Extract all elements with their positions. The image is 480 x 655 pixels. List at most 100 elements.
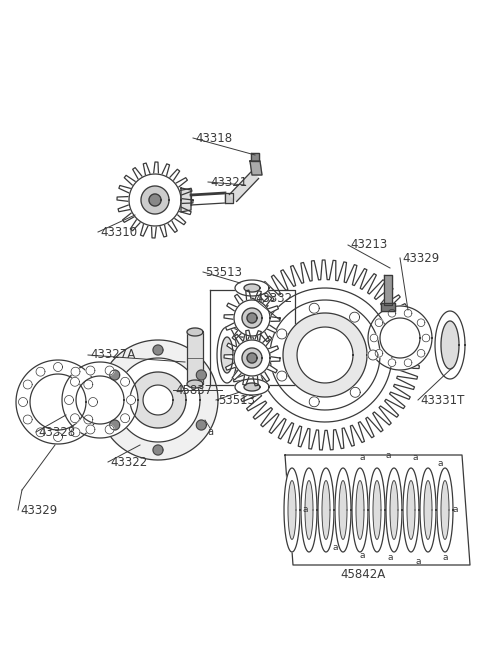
- Text: a: a: [207, 427, 213, 437]
- Polygon shape: [71, 428, 80, 437]
- Text: a: a: [412, 453, 418, 462]
- Polygon shape: [71, 414, 79, 422]
- Polygon shape: [234, 340, 270, 376]
- Polygon shape: [390, 481, 398, 540]
- Text: a: a: [452, 506, 458, 514]
- Polygon shape: [187, 380, 203, 388]
- Polygon shape: [242, 308, 262, 328]
- Polygon shape: [196, 420, 206, 430]
- Polygon shape: [84, 415, 93, 424]
- Polygon shape: [217, 327, 237, 383]
- Polygon shape: [64, 396, 73, 405]
- Polygon shape: [54, 362, 62, 371]
- Polygon shape: [19, 398, 27, 407]
- Text: a: a: [302, 506, 308, 514]
- Polygon shape: [270, 300, 380, 410]
- Text: 45842A: 45842A: [340, 569, 385, 582]
- Polygon shape: [335, 468, 351, 552]
- Polygon shape: [105, 366, 114, 375]
- Text: a: a: [359, 453, 365, 462]
- Polygon shape: [285, 455, 470, 565]
- Polygon shape: [309, 397, 319, 407]
- Text: a: a: [332, 544, 338, 553]
- Polygon shape: [258, 288, 392, 422]
- Polygon shape: [181, 188, 191, 212]
- Text: 43310: 43310: [100, 225, 137, 238]
- Polygon shape: [210, 290, 295, 385]
- Text: 43332: 43332: [255, 291, 292, 305]
- Polygon shape: [30, 374, 86, 430]
- Polygon shape: [380, 318, 420, 358]
- Polygon shape: [350, 387, 360, 398]
- Polygon shape: [153, 345, 163, 355]
- Polygon shape: [235, 280, 269, 296]
- Polygon shape: [352, 468, 368, 552]
- Bar: [187, 332, 203, 384]
- Text: 43331T: 43331T: [420, 394, 464, 407]
- Polygon shape: [98, 340, 218, 460]
- Text: 43213: 43213: [350, 238, 387, 252]
- Text: 45837: 45837: [175, 383, 212, 396]
- Polygon shape: [54, 432, 62, 441]
- Polygon shape: [196, 370, 206, 380]
- Polygon shape: [404, 359, 412, 367]
- Polygon shape: [130, 372, 186, 428]
- Polygon shape: [318, 468, 334, 552]
- Polygon shape: [417, 350, 425, 357]
- Polygon shape: [36, 367, 45, 376]
- Polygon shape: [62, 362, 138, 438]
- Polygon shape: [235, 379, 269, 395]
- Polygon shape: [224, 290, 280, 346]
- Text: 43329: 43329: [20, 504, 57, 517]
- Polygon shape: [422, 334, 430, 342]
- Polygon shape: [71, 377, 79, 386]
- Text: a: a: [359, 550, 365, 559]
- Polygon shape: [284, 468, 300, 552]
- Polygon shape: [388, 309, 396, 317]
- Polygon shape: [187, 328, 203, 336]
- Polygon shape: [441, 321, 459, 369]
- Polygon shape: [309, 303, 319, 313]
- Polygon shape: [322, 481, 330, 540]
- Text: 53513: 53513: [218, 394, 255, 407]
- Polygon shape: [250, 161, 262, 175]
- Polygon shape: [356, 481, 364, 540]
- Polygon shape: [105, 425, 114, 434]
- Text: 43328: 43328: [38, 426, 75, 438]
- Polygon shape: [407, 481, 415, 540]
- Polygon shape: [417, 319, 425, 327]
- Polygon shape: [375, 350, 383, 357]
- Polygon shape: [36, 428, 45, 437]
- Polygon shape: [234, 300, 270, 336]
- Polygon shape: [221, 337, 233, 373]
- Polygon shape: [288, 481, 296, 540]
- Polygon shape: [86, 425, 95, 434]
- Polygon shape: [244, 284, 260, 292]
- Text: 43318: 43318: [195, 132, 232, 145]
- Polygon shape: [242, 348, 262, 368]
- Polygon shape: [349, 312, 360, 322]
- Polygon shape: [23, 415, 32, 424]
- Polygon shape: [283, 313, 367, 397]
- Polygon shape: [110, 420, 120, 430]
- Polygon shape: [424, 481, 432, 540]
- Polygon shape: [120, 377, 130, 386]
- Polygon shape: [143, 385, 173, 415]
- Polygon shape: [369, 468, 385, 552]
- Polygon shape: [297, 327, 353, 383]
- Text: a: a: [387, 553, 393, 563]
- Polygon shape: [127, 396, 135, 405]
- Polygon shape: [247, 313, 257, 323]
- Polygon shape: [86, 366, 95, 375]
- Polygon shape: [116, 358, 200, 442]
- Polygon shape: [386, 468, 402, 552]
- Text: 43329: 43329: [402, 252, 439, 265]
- Text: a: a: [442, 553, 448, 563]
- Polygon shape: [277, 329, 287, 339]
- Text: 43322: 43322: [110, 455, 147, 468]
- Polygon shape: [84, 380, 93, 389]
- Polygon shape: [88, 398, 97, 407]
- Polygon shape: [247, 353, 257, 363]
- Polygon shape: [117, 162, 193, 238]
- Polygon shape: [339, 481, 347, 540]
